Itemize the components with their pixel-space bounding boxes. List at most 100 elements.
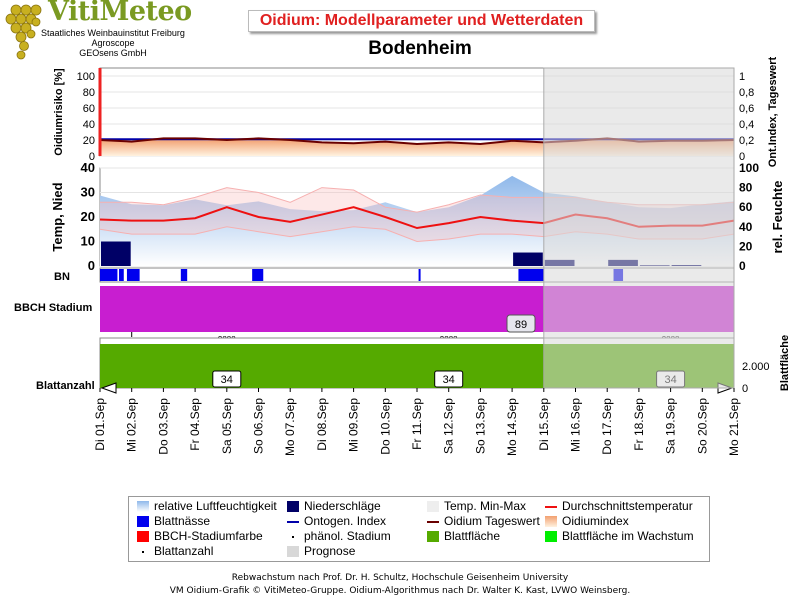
bbch-label: BBCH Stadium — [14, 302, 92, 314]
oidium-right-tick: 0,2 — [739, 135, 754, 147]
weather-right-tick: 80 — [739, 181, 753, 195]
legend-swatch — [287, 546, 299, 557]
weather-left-tick: 30 — [81, 185, 95, 200]
oidium-right-tick: 0,8 — [739, 87, 754, 99]
oidium-left-tick: 60 — [83, 103, 95, 115]
x-tick-label: Fr 18.Sep — [632, 398, 646, 451]
x-tick-label: Di 15.Sep — [537, 398, 551, 451]
weather-left-tick: 20 — [81, 209, 95, 224]
leaf-count-box — [212, 370, 242, 388]
x-tick-label: Mo 07.Sep — [283, 398, 297, 456]
bn-label: BN — [54, 271, 70, 283]
weather-right-axis-label: rel. Feuchte — [770, 181, 785, 254]
leaf-wetness-segment — [126, 269, 140, 281]
weather-left-axis-label: Temp, Nied — [50, 182, 65, 251]
leaf-count-axis-label: Blattanzahl — [36, 380, 95, 392]
legend-label: relative Luftfeuchtigkeit — [154, 499, 277, 513]
weather-right-tick: 20 — [739, 239, 753, 253]
weather-left-tick: 0 — [88, 258, 95, 273]
footer-credit-algorithm: VM Oidium-Grafik © VitiMeteo-Gruppe. Oid… — [169, 586, 631, 596]
x-tick-label: Mi 09.Sep — [347, 398, 361, 452]
weather-left-tick: 40 — [81, 160, 95, 175]
leaf-right-tick: 2.000 — [742, 361, 770, 373]
oidium-left-axis-label: Oidiumrisiko [%] — [53, 68, 65, 156]
bbch-value-box — [506, 314, 536, 333]
legend-label: Oidiumindex — [562, 514, 629, 528]
legend-swatch — [287, 501, 299, 512]
legend-label: Temp. Min-Max — [444, 499, 527, 513]
x-tick-label: Fr 11.Sep — [410, 398, 424, 450]
legend-label: Prognose — [304, 544, 356, 558]
x-tick-label: So 13.Sep — [473, 398, 487, 454]
x-tick-label: Sa 12.Sep — [442, 398, 456, 454]
oidium-left-tick: 20 — [83, 135, 95, 147]
oidium-left-tick: 80 — [83, 87, 95, 99]
weather-right-tick: 0 — [739, 259, 746, 273]
legend-swatch — [287, 521, 299, 523]
oidium-right-tick: 0 — [739, 151, 745, 163]
x-tick-label: So 20.Sep — [695, 398, 709, 454]
logo-title: VitiMeteo — [48, 0, 192, 27]
x-tick-label: So 06.Sep — [252, 398, 266, 454]
leaf-count-box — [434, 370, 464, 388]
bbch-value-label: 89 — [515, 319, 527, 331]
oidium-right-tick: 1 — [739, 71, 745, 83]
x-tick-label: Do 03.Sep — [156, 398, 170, 455]
oidium-right-axis-label: Ont.Index, Tageswert — [767, 56, 779, 167]
forecast-shading — [543, 67, 735, 389]
legend-label: Blattnässe — [154, 514, 211, 528]
legend-swatch — [545, 516, 557, 527]
legend-label: Blattfläche — [444, 529, 501, 543]
legend-label: Niederschläge — [304, 499, 381, 513]
legend-swatch — [427, 531, 439, 542]
footer-credit-growth: Rebwachstum nach Prof. Dr. H. Schultz, H… — [231, 573, 569, 583]
legend-label: phänol. Stadium — [304, 529, 391, 543]
grape-logo-icon — [5, 4, 42, 60]
leaf-count-label: 34 — [221, 374, 233, 386]
legend-label: Blattfläche im Wachstum — [562, 529, 694, 543]
x-tick-label: Mi 02.Sep — [125, 398, 139, 452]
legend-swatch — [427, 521, 439, 523]
leaf-wetness-segment — [518, 269, 544, 281]
x-tick-label: Mo 14.Sep — [505, 398, 519, 456]
legend-label: Blattanzahl — [154, 544, 214, 558]
x-tick-label: Sa 05.Sep — [220, 398, 234, 454]
oidium-left-tick: 0 — [89, 151, 95, 163]
x-tick-label: Do 17.Sep — [600, 398, 614, 455]
weather-right-tick: 100 — [739, 161, 759, 175]
legend-swatch — [142, 551, 144, 553]
oidium-left-tick: 100 — [77, 71, 95, 83]
weather-right-tick: 40 — [739, 220, 753, 234]
leaf-wetness-segment — [180, 269, 188, 281]
legend-swatch — [545, 506, 557, 508]
legend: relative Luftfeuchtigkeit Niederschläge Te… — [128, 496, 710, 562]
oidium-right-tick: 0,4 — [739, 119, 754, 131]
legend-swatch — [137, 516, 149, 527]
oidium-right-tick: 0,6 — [739, 103, 754, 115]
scroll-left-arrow-icon — [100, 382, 117, 394]
legend-swatch — [292, 536, 294, 538]
chart-title: Oidium: Modellparameter und Wetterdaten — [248, 10, 595, 32]
vitimeteo-logo: VitiMeteo Staatliches Weinbauinstitut Fr… — [2, 0, 192, 62]
location-name: Bodenheim — [368, 38, 472, 59]
precip-bar — [513, 252, 543, 266]
x-tick-label: Mi 16.Sep — [569, 398, 583, 452]
leaf-right-axis-label: Blattfläche — [779, 335, 791, 391]
leaf-wetness-segment — [252, 269, 264, 281]
x-tick-label: Di 01.Sep — [93, 398, 107, 451]
x-tick-label: Sa 19.Sep — [664, 398, 678, 454]
leaf-wetness-segment — [100, 269, 118, 281]
legend-label: Oidium Tageswert — [444, 514, 540, 528]
legend-label: Durchschnittstemperatur — [562, 499, 693, 513]
legend-swatch — [427, 501, 439, 512]
leaf-wetness-segment — [119, 269, 124, 281]
weather-left-tick: 10 — [81, 234, 95, 249]
leaf-right-tick: 0 — [742, 383, 748, 395]
x-tick-label: Mo 21.Sep — [727, 398, 741, 456]
legend-swatch — [137, 501, 149, 512]
x-tick-label: Fr 04.Sep — [188, 398, 202, 451]
weather-right-tick: 60 — [739, 200, 753, 214]
legend-label: Ontogen. Index — [304, 514, 387, 528]
